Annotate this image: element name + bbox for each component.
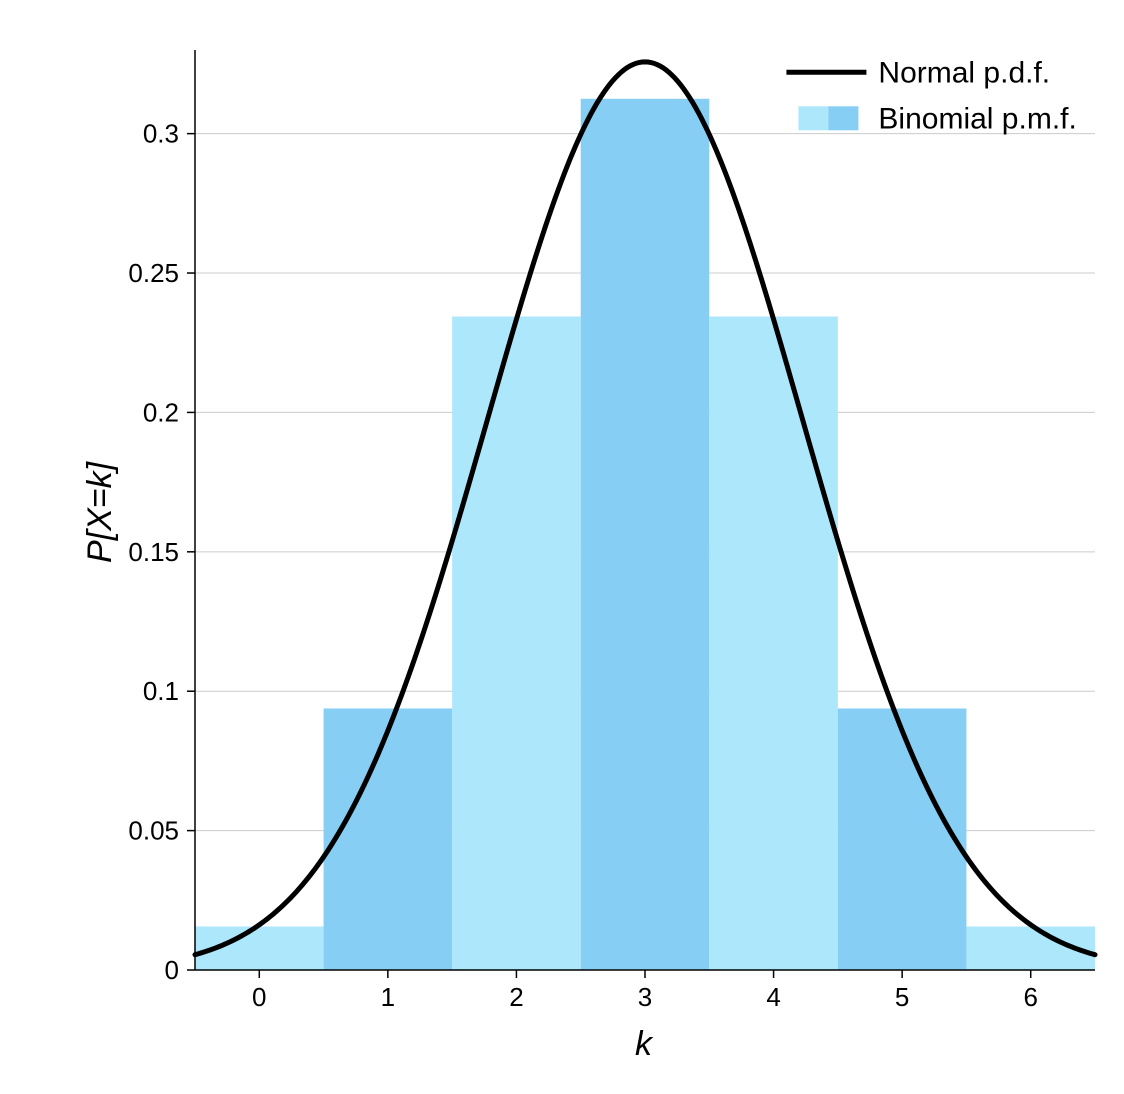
y-tick-label: 0.25 [128, 258, 179, 288]
y-axis-label: P[X=k] [81, 462, 120, 563]
bar [324, 708, 453, 970]
legend-swatch [828, 106, 858, 130]
x-tick-label: 1 [381, 982, 395, 1012]
y-tick-label: 0.2 [143, 397, 179, 427]
y-tick-label: 0.05 [128, 816, 179, 846]
y-tick-label: 0.15 [128, 537, 179, 567]
x-axis-label: k [635, 1025, 652, 1064]
legend-label: Normal p.d.f. [878, 56, 1050, 89]
bar [452, 317, 581, 970]
legend-swatch [798, 106, 828, 130]
y-tick-label: 0.3 [143, 119, 179, 149]
y-tick-label: 0.1 [143, 676, 179, 706]
x-tick-label: 3 [638, 982, 652, 1012]
y-tick-label: 0 [165, 955, 179, 985]
x-tick-label: 4 [766, 982, 780, 1012]
x-tick-label: 0 [252, 982, 266, 1012]
chart-container: 0 0.05 0.1 0.15 0.2 0.25 0.3 0 1 2 3 4 5 6 Normal p.d.… [20, 20, 1104, 1054]
legend-label: Binomial p.m.f. [878, 102, 1076, 135]
bar [838, 708, 967, 970]
x-tick-label: 6 [1023, 982, 1037, 1012]
bar [709, 317, 838, 970]
x-tick-label: 2 [509, 982, 523, 1012]
bar [581, 99, 710, 970]
x-tick-label: 5 [895, 982, 909, 1012]
chart-svg: 0 0.05 0.1 0.15 0.2 0.25 0.3 0 1 2 3 4 5 6 Normal p.d.… [20, 20, 1124, 1094]
